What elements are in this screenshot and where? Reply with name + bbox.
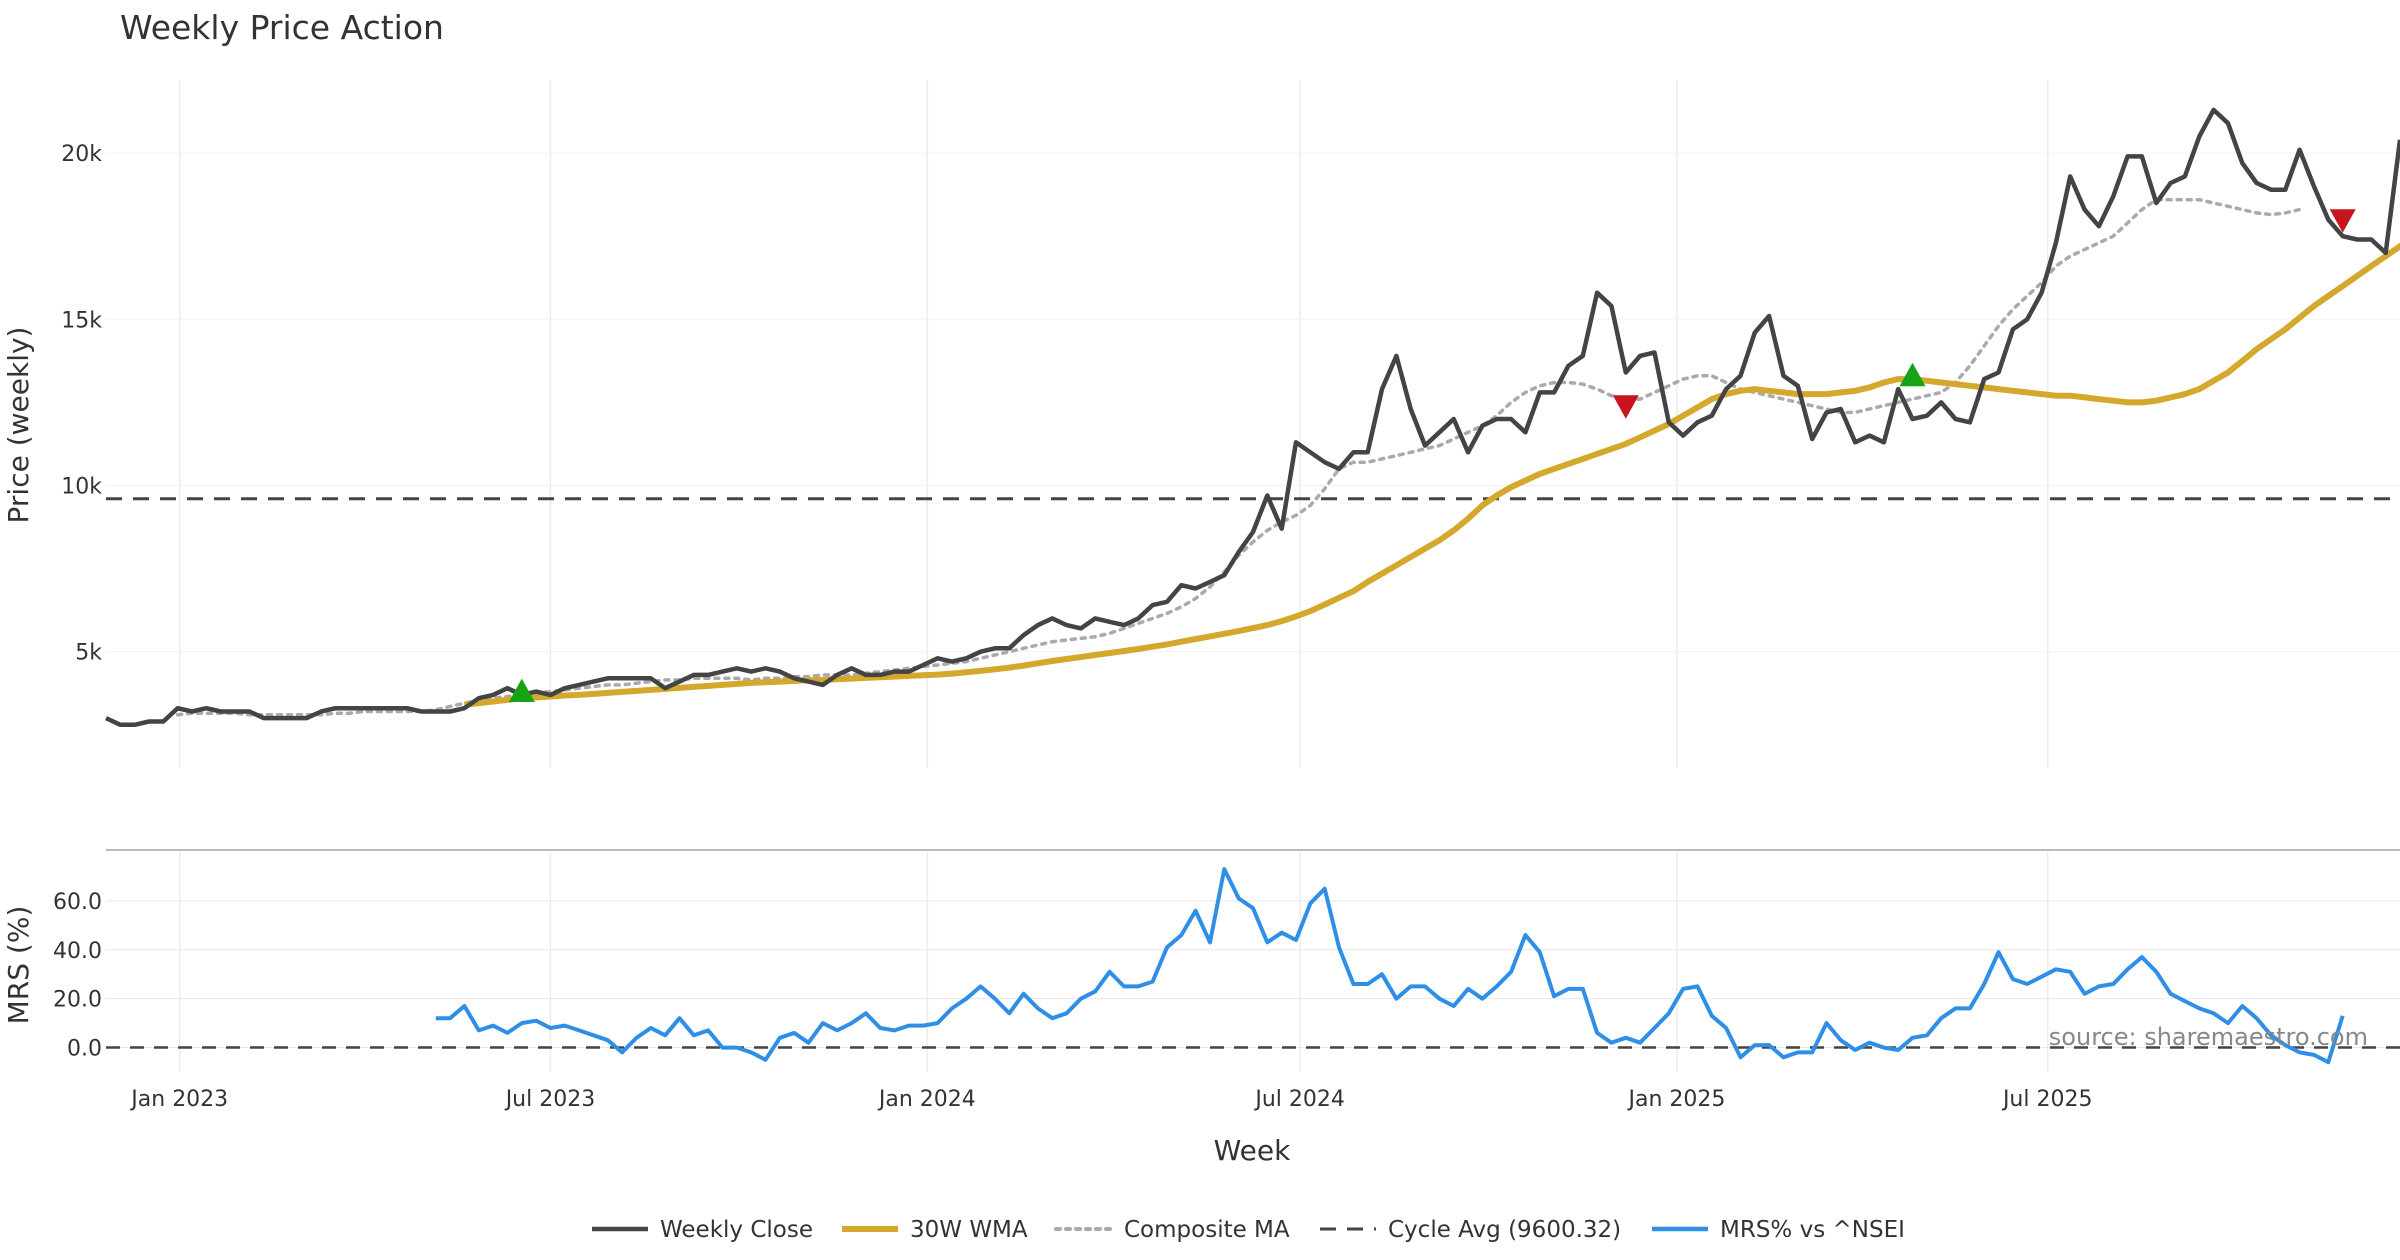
price-plot — [105, 107, 2400, 728]
price-y-axis-title: Price (weekly) — [2, 327, 35, 524]
series-30w-wma — [464, 242, 2400, 708]
price-gridlines — [106, 80, 2400, 768]
x-tick-label: Jul 2023 — [504, 1087, 596, 1112]
series-weekly-close — [105, 107, 2400, 728]
buy-signal-marker — [1899, 362, 1926, 387]
mrs-y-tick-label: 0.0 — [67, 1037, 102, 1062]
buy-signal-marker — [508, 678, 535, 702]
legend-label-cycle: Cycle Avg (9600.32) — [1388, 1217, 1621, 1243]
price-y-tick-label: 15k — [61, 308, 102, 333]
legend-label-close: Weekly Close — [660, 1217, 813, 1243]
series-composite-ma — [175, 197, 2302, 717]
mrs-plot — [106, 867, 2400, 1065]
x-tick-labels: Jan 2023 Jul 2023 Jan 2024 Jul 2024 Jan 2025… — [129, 1087, 2092, 1112]
legend-label-composite: Composite MA — [1124, 1217, 1290, 1243]
x-tick-label: Jan 2024 — [877, 1087, 976, 1112]
x-tick-label: Jul 2024 — [1253, 1087, 1345, 1112]
mrs-gridlines — [106, 852, 2400, 1072]
legend-label-mrs: MRS% vs ^NSEI — [1720, 1217, 1905, 1243]
mrs-y-tick-label: 40.0 — [53, 939, 102, 964]
y-tick-labels: 5k 10k 15k 20k 0.0 20.0 40.0 60.0 — [53, 142, 102, 1061]
x-axis-title: Week — [1214, 1134, 1291, 1167]
source-annotation: source: sharemaestro.com — [2049, 1023, 2368, 1051]
price-y-tick-label: 10k — [61, 474, 102, 499]
sell-signal-marker — [2329, 209, 2356, 233]
x-tick-label: Jan 2025 — [1627, 1087, 1726, 1112]
legend: Weekly Close 30W WMA Composite MA Cycle Avg… — [592, 1217, 1905, 1243]
chart-title: Weekly Price Action — [120, 8, 444, 47]
x-tick-label: Jul 2025 — [2001, 1087, 2093, 1112]
mrs-y-tick-label: 60.0 — [53, 890, 102, 915]
price-y-tick-label: 20k — [61, 142, 102, 167]
series-mrs — [435, 867, 2345, 1065]
sell-signal-marker — [1612, 395, 1639, 419]
mrs-y-axis-title: MRS (%) — [2, 906, 35, 1025]
mrs-y-tick-label: 20.0 — [53, 988, 102, 1013]
legend-label-wma: 30W WMA — [910, 1217, 1028, 1243]
x-tick-label: Jan 2023 — [129, 1087, 228, 1112]
price-y-tick-label: 5k — [75, 641, 102, 666]
